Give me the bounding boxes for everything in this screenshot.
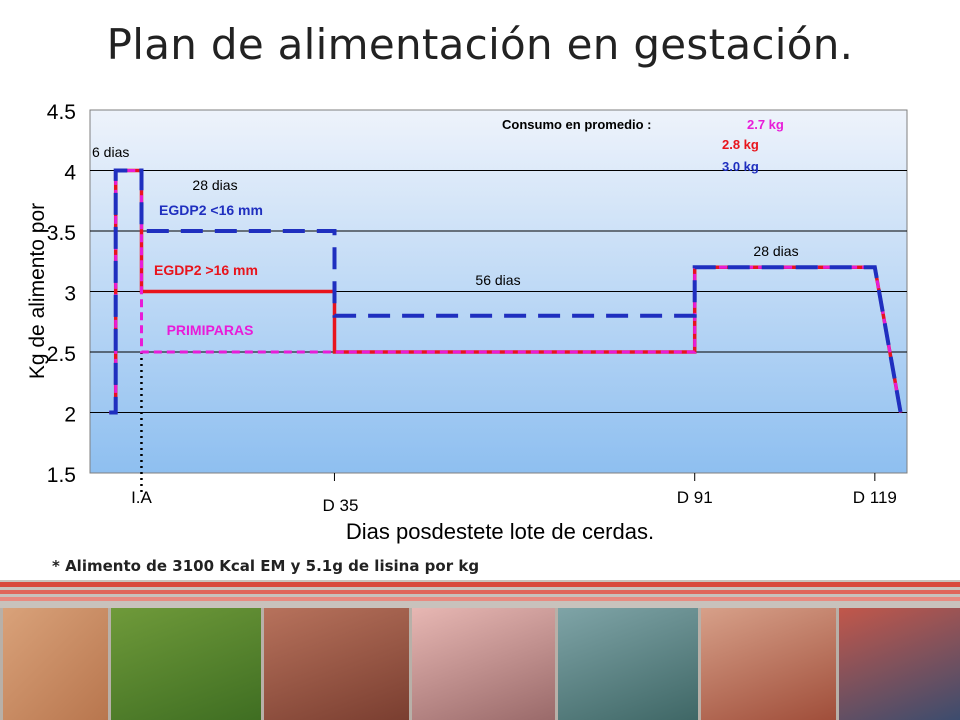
photo-piglets-feeder bbox=[108, 608, 261, 720]
consumption-value: 2.8 kg bbox=[722, 137, 759, 152]
chart-annotation: 28 dias bbox=[192, 177, 237, 193]
chart-annotation: 56 dias bbox=[475, 272, 520, 288]
y-axis-label: Kg de alimento por bbox=[26, 203, 49, 379]
x-marker-label: I.A bbox=[131, 488, 152, 507]
slide-title: Plan de alimentación en gestación. bbox=[106, 20, 854, 69]
photo-piglets-pen bbox=[261, 608, 409, 720]
y-tick-label: 4 bbox=[64, 162, 76, 185]
chart-annotation: 28 dias bbox=[753, 243, 798, 259]
photo-feeder-equipment bbox=[836, 608, 960, 720]
consumption-value: 3.0 kg bbox=[722, 159, 759, 174]
x-axis-label: Dias posdestete lote de cerdas. bbox=[346, 519, 654, 544]
chart-annotation: EGDP2 >16 mm bbox=[154, 262, 258, 278]
photo-banner bbox=[0, 580, 960, 720]
y-tick-label: 3 bbox=[64, 283, 76, 306]
chart-annotation: EGDP2 <16 mm bbox=[159, 202, 263, 218]
y-tick-label: 4.5 bbox=[47, 101, 76, 124]
consumption-value: 2.7 kg bbox=[747, 117, 784, 132]
chart-annotation: PRIMIPARAS bbox=[167, 322, 254, 338]
photo-sow-close bbox=[0, 608, 108, 720]
x-marker-label: D 119 bbox=[853, 488, 897, 507]
photo-piglets-white bbox=[555, 608, 698, 720]
series-line bbox=[109, 169, 903, 414]
y-tick-label: 1.5 bbox=[47, 464, 76, 487]
chart-annotation: 6 dias bbox=[92, 144, 129, 160]
x-marker-label: D 91 bbox=[677, 488, 713, 507]
consumption-label: Consumo en promedio : bbox=[502, 117, 652, 132]
series-line bbox=[109, 168, 903, 415]
y-tick-label: 2 bbox=[64, 404, 76, 427]
photo-piglet-face bbox=[409, 608, 555, 720]
footnote: * Alimento de 3100 Kcal EM y 5.1g de lis… bbox=[52, 557, 480, 575]
y-tick-label: 2.5 bbox=[47, 343, 76, 366]
photo-barn-pens bbox=[698, 608, 836, 720]
x-marker-label: D 35 bbox=[322, 496, 358, 515]
y-tick-label: 3.5 bbox=[47, 222, 76, 245]
feeding-plan-chart: I.A D 35 D 91 D 119 1.5 2 2.5 3 3.5 4 4.5 6 dias 2… bbox=[26, 101, 908, 544]
